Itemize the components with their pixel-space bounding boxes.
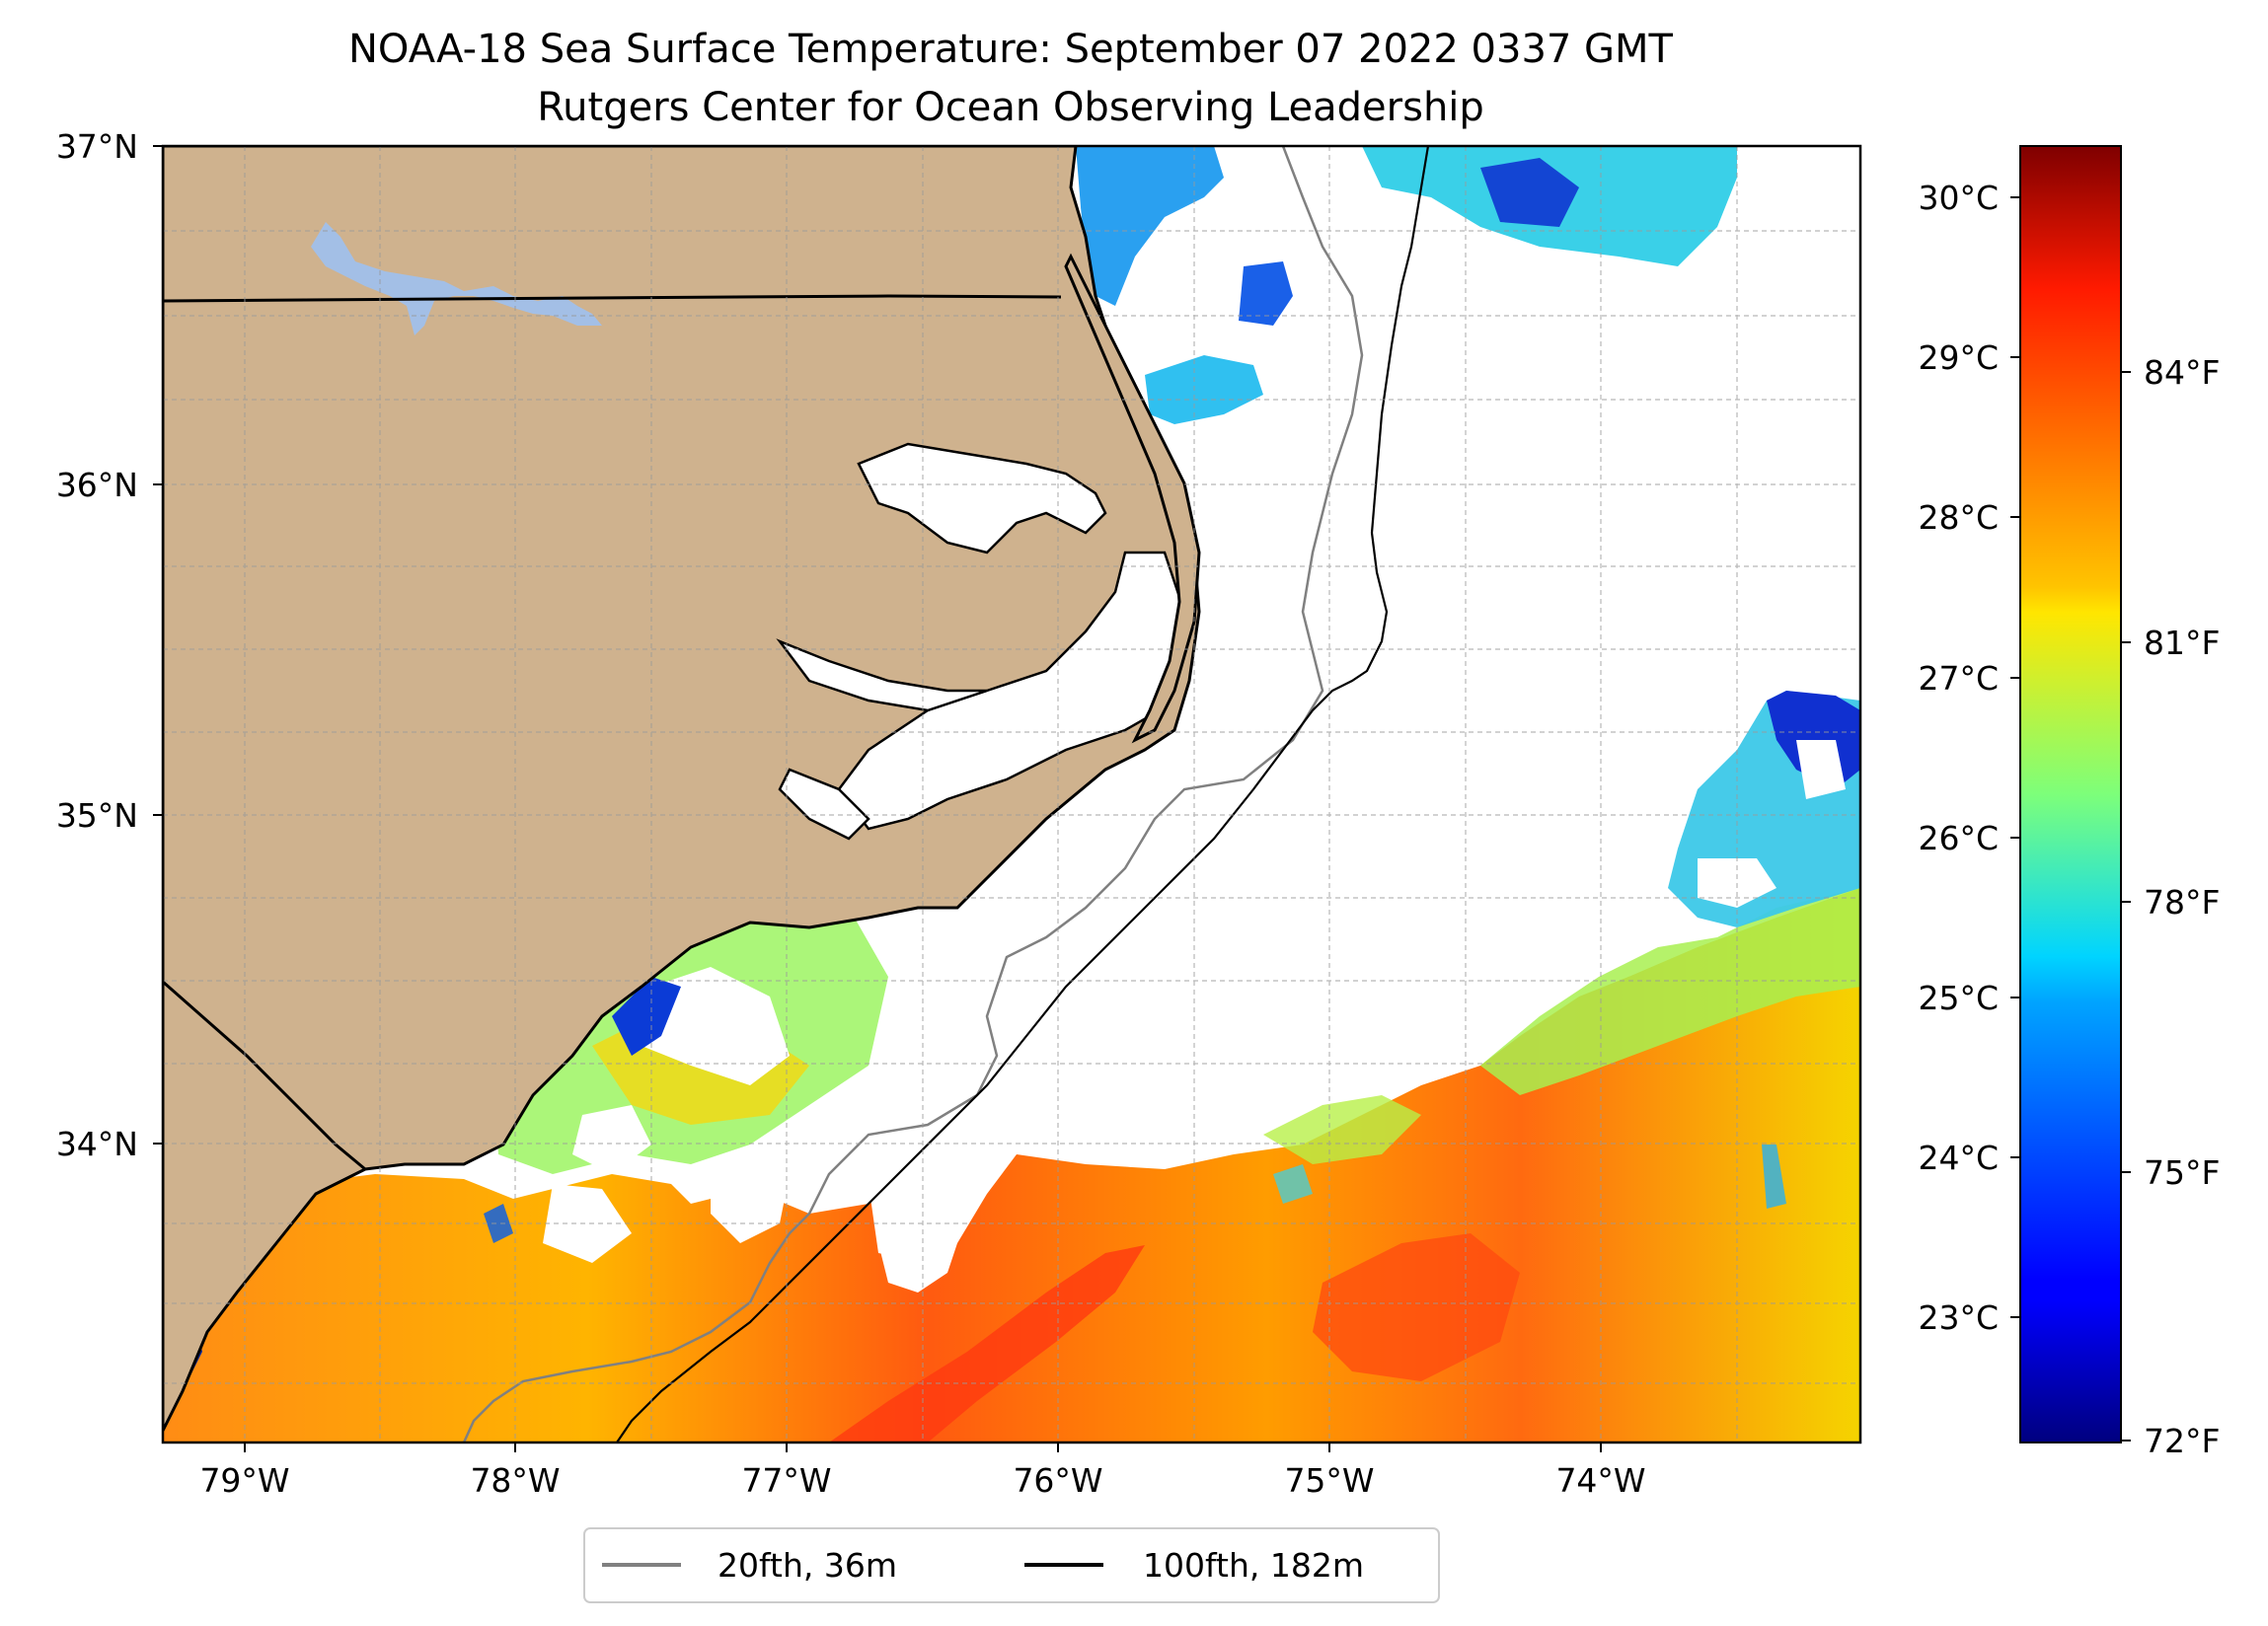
pamlico-river: [776, 638, 988, 712]
sst-hot-streak: [829, 1245, 1145, 1442]
lon-tick-label: 74°W: [1555, 1461, 1645, 1500]
celsius-tick-label: 24°C: [1918, 1139, 1999, 1177]
celsius-tick-label: 27°C: [1918, 659, 1999, 698]
celsius-tick-label: 26°C: [1918, 819, 1999, 857]
outer-banks: [1064, 253, 1201, 744]
sst-north-cool-2: [1076, 146, 1224, 306]
sst-cool-patch: [612, 977, 681, 1056]
sst-offshore-green: [1480, 888, 1860, 1095]
lon-tick-label: 78°W: [470, 1461, 560, 1500]
legend-label-100fth: 100fth, 182m: [1143, 1546, 1364, 1585]
isobath-20fth: [462, 146, 1364, 1442]
neuse-river: [778, 768, 870, 841]
cloud-gap: [1796, 740, 1846, 799]
legend: 20fth, 36m 100fth, 182m: [583, 1527, 1440, 1603]
colorbar: [2019, 145, 2122, 1443]
state-border-va-nc: [163, 294, 1062, 303]
cloud-gap: [543, 1184, 632, 1263]
lon-tick-marks: [244, 1442, 1602, 1452]
fahrenheit-tick-label: 81°F: [2144, 624, 2220, 662]
lat-tick-label: 34°N: [56, 1125, 138, 1163]
fahrenheit-tick-label: 84°F: [2144, 353, 2220, 392]
colorbar-fahrenheit-ticks: [2121, 371, 2131, 1441]
sst-offshore-green-2: [1263, 1095, 1421, 1164]
cloud-gap: [572, 1105, 651, 1174]
state-border-nc-sc: [163, 980, 366, 1171]
sst-hot-patch: [1313, 1233, 1520, 1381]
map-frame: [161, 144, 1862, 1444]
sst-cool-patch: [1273, 1164, 1313, 1204]
map-panel: [163, 146, 1860, 1442]
lat-tick-marks: [153, 145, 163, 1145]
lon-tick-label: 77°W: [741, 1461, 831, 1500]
sst-north-cool-4: [1145, 355, 1263, 424]
lat-tick-label: 36°N: [56, 466, 138, 504]
sst-cool-patch: [484, 1204, 513, 1243]
celsius-tick-label: 25°C: [1918, 979, 1999, 1017]
lon-tick-label: 79°W: [199, 1461, 289, 1500]
lat-tick-label: 37°N: [56, 127, 138, 166]
fahrenheit-tick-label: 75°F: [2144, 1153, 2220, 1192]
lake-kerr: [311, 222, 602, 335]
cloud-gap: [711, 1145, 790, 1243]
isobath-100fth: [616, 146, 1430, 1442]
celsius-tick-label: 28°C: [1918, 498, 1999, 537]
lon-tick-label: 76°W: [1013, 1461, 1102, 1500]
colorbar-celsius-ticks: [2010, 196, 2020, 1318]
lat-tick-label: 35°N: [56, 796, 138, 835]
sst-north-cool-3: [1239, 261, 1293, 326]
celsius-tick-label: 30°C: [1918, 179, 1999, 217]
title-line-1: NOAA-18 Sea Surface Temperature: Septemb…: [348, 27, 1674, 72]
legend-box: [583, 1527, 1440, 1603]
celsius-tick-label: 29°C: [1918, 338, 1999, 377]
gridlines: [163, 146, 1860, 1442]
lon-tick-label: 75°W: [1284, 1461, 1374, 1500]
albemarle-sound: [857, 442, 1107, 554]
fahrenheit-tick-label: 72°F: [2144, 1422, 2220, 1460]
celsius-tick-label: 23°C: [1918, 1298, 1999, 1337]
title-line-2: Rutgers Center for Ocean Observing Leade…: [537, 85, 1484, 130]
cloud-gap: [878, 1046, 1017, 1293]
cloud-gap: [642, 967, 790, 1085]
sst-north-cool-core: [1480, 158, 1579, 227]
sst-cool-patch: [1762, 1145, 1786, 1209]
fahrenheit-tick-label: 78°F: [2144, 883, 2220, 922]
legend-label-20fth: 20fth, 36m: [718, 1546, 897, 1585]
